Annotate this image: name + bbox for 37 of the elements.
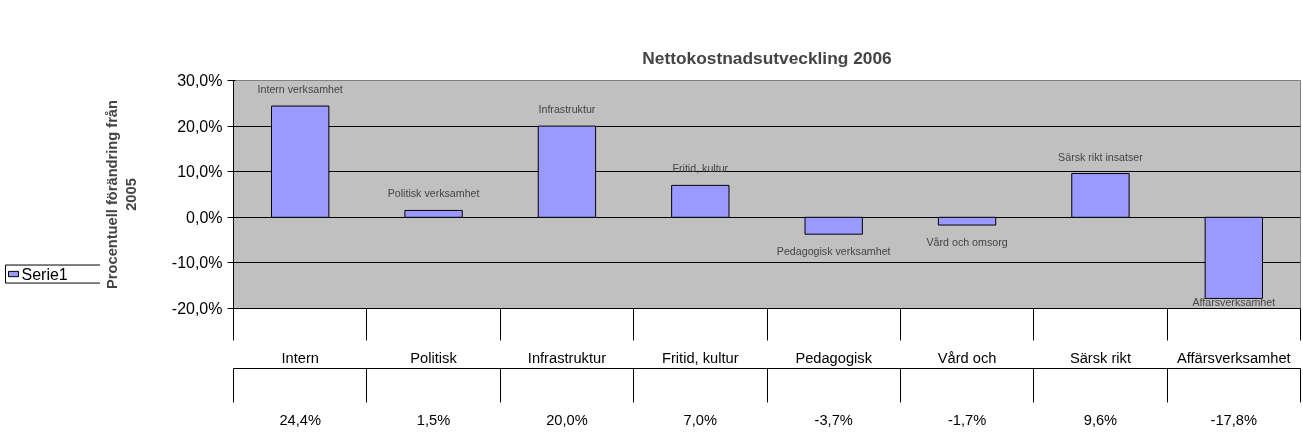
x-tick-label: Affärsverksamhet: [1176, 349, 1291, 366]
data-label: 9,6%: [1083, 411, 1118, 428]
y-tick-label: 30,0%: [177, 72, 223, 89]
data-label: 7,0%: [683, 411, 718, 428]
y-tick-label: 20,0%: [177, 117, 223, 135]
data-label: 1,5%: [416, 411, 451, 428]
y-tick-label: -20,0%: [171, 300, 223, 317]
x-tick-label: Intern: [281, 349, 319, 366]
annotation: Affärsverksamhet: [1192, 295, 1276, 308]
x-tick-label: Fritid, kultur: [662, 349, 739, 366]
x-tick-label: Politisk: [410, 349, 458, 366]
annotation: Infrastruktur: [538, 103, 596, 116]
annotation: Intern verksamhet: [257, 83, 343, 96]
bar: [1071, 173, 1130, 218]
annotation: Pedagogisk verksamhet: [776, 245, 891, 258]
legend-label: Serie1: [21, 265, 68, 283]
chart-title: Nettokostnadsutveckling 2006: [642, 48, 893, 68]
annotation: Politisk verksamhet: [387, 187, 480, 200]
y-axis-title: Procentuell förändring från 2005: [103, 99, 139, 289]
bar: [937, 216, 997, 226]
bar: [404, 209, 463, 218]
data-label: -17,8%: [1210, 411, 1258, 428]
bar: [671, 184, 730, 218]
y-tick-label: 10,0%: [177, 163, 223, 181]
y-tick-label: 0,0%: [186, 208, 223, 226]
x-tick-label: Särsk rikt: [1069, 349, 1131, 366]
x-tick-label: Infrastruktur: [527, 349, 607, 366]
bar: [804, 216, 863, 235]
data-label: -3,7%: [814, 411, 853, 428]
y-tick-label: -10,0%: [171, 254, 223, 272]
x-tick-label: Vård och: [937, 349, 997, 366]
data-label: 24,4%: [279, 411, 321, 428]
annotation: Vård och omsorg: [926, 236, 1008, 249]
annotation: Särsk rikt insatser: [1058, 150, 1144, 163]
data-label: 20,0%: [546, 411, 588, 428]
x-tick-label: Pedagogisk: [795, 349, 873, 366]
data-label: -1,7%: [947, 411, 987, 428]
